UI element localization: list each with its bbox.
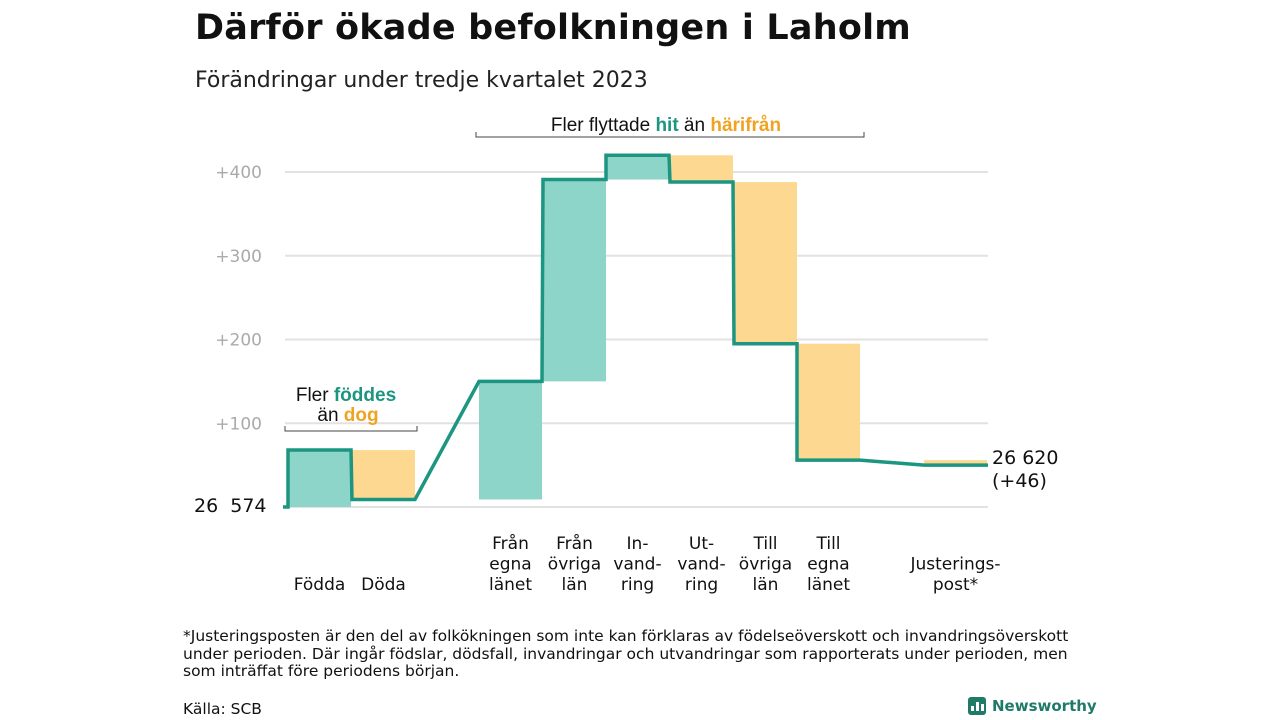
x-category-label: Ut-	[689, 534, 714, 554]
x-category-label: län	[562, 575, 588, 595]
bar-5	[606, 155, 669, 180]
births-bracket	[284, 426, 418, 432]
births-highlight: föddes	[334, 385, 396, 406]
x-category-label: egna	[807, 555, 849, 575]
bar-7	[734, 182, 797, 344]
running-total-line	[283, 153, 988, 509]
x-category-label: In-	[627, 534, 649, 554]
running-total-path	[283, 153, 988, 509]
bar-8	[797, 343, 860, 461]
start-value-label: 26 574	[194, 495, 267, 517]
x-category-label: Till	[752, 534, 777, 554]
bar-2	[352, 450, 415, 500]
x-category-label: övriga	[548, 555, 601, 575]
brand-logo: Newsworthy	[968, 697, 1097, 715]
deaths-highlight: dog	[344, 405, 379, 426]
end-value-line2: (+46)	[992, 470, 1047, 492]
x-category-label: länet	[807, 575, 850, 595]
migration-bracket	[475, 132, 865, 138]
bar-4	[543, 179, 606, 382]
bar-9	[924, 460, 987, 466]
x-category-label: Döda	[361, 575, 406, 595]
chart-title: Därför ökade befolkningen i Laholm	[195, 8, 911, 48]
gridlines	[285, 171, 988, 508]
bar-1	[288, 450, 351, 507]
births-annotation-line2: än dog	[317, 405, 378, 426]
x-category-label: övriga	[739, 555, 792, 575]
births-annotation-line1: Fler föddes	[296, 385, 396, 406]
x-category-label: Till	[815, 534, 840, 554]
brand-name: Newsworthy	[992, 697, 1097, 715]
bar-3	[479, 381, 542, 500]
x-category-label: länet	[489, 575, 532, 595]
source-text: Källa: SCB	[183, 700, 262, 718]
x-category-label: län	[753, 575, 779, 595]
x-category-label: ring	[685, 575, 718, 595]
y-tick-label: +200	[215, 331, 262, 351]
y-tick-label: +100	[215, 414, 262, 434]
y-tick-label: +300	[215, 247, 262, 267]
migration-annotation: Fler flyttade hit än härifrån	[551, 115, 781, 136]
footnote: *Justeringsposten är den del av folkökni…	[183, 627, 1069, 680]
x-category-label: Från	[556, 533, 593, 554]
migration-middle: än	[679, 115, 711, 136]
x-category-label: Födda	[294, 575, 346, 595]
births-prefix: Fler	[296, 385, 334, 406]
x-category-label: egna	[489, 555, 531, 575]
deaths-prefix: än	[317, 405, 343, 426]
x-category-labels: Födda DödaFrånegnalänetFrånövrigalänIn-va…	[294, 533, 1001, 595]
chart-subtitle: Förändringar under tredje kvartalet 2023	[195, 68, 648, 93]
migration-prefix: Fler flyttade	[551, 115, 656, 136]
x-category-label: vand-	[677, 555, 725, 575]
bar-6	[670, 155, 733, 183]
x-category-label: ring	[621, 575, 654, 595]
end-value-label: 26 620 (+46)	[992, 447, 1065, 492]
y-tick-labels: +100 +200 +300 +400	[215, 163, 262, 434]
migration-highlight-in: hit	[655, 115, 679, 136]
x-category-label: vand-	[613, 555, 661, 575]
bars	[288, 155, 987, 507]
y-tick-label: +400	[215, 163, 262, 183]
x-category-label: Från	[492, 533, 529, 554]
migration-highlight-out: härifrån	[710, 115, 781, 136]
end-value-line1: 26 620	[992, 447, 1058, 469]
x-category-label: post*	[933, 575, 978, 595]
x-category-label: Justerings-	[909, 555, 1000, 575]
newsworthy-logo-icon	[968, 697, 986, 715]
